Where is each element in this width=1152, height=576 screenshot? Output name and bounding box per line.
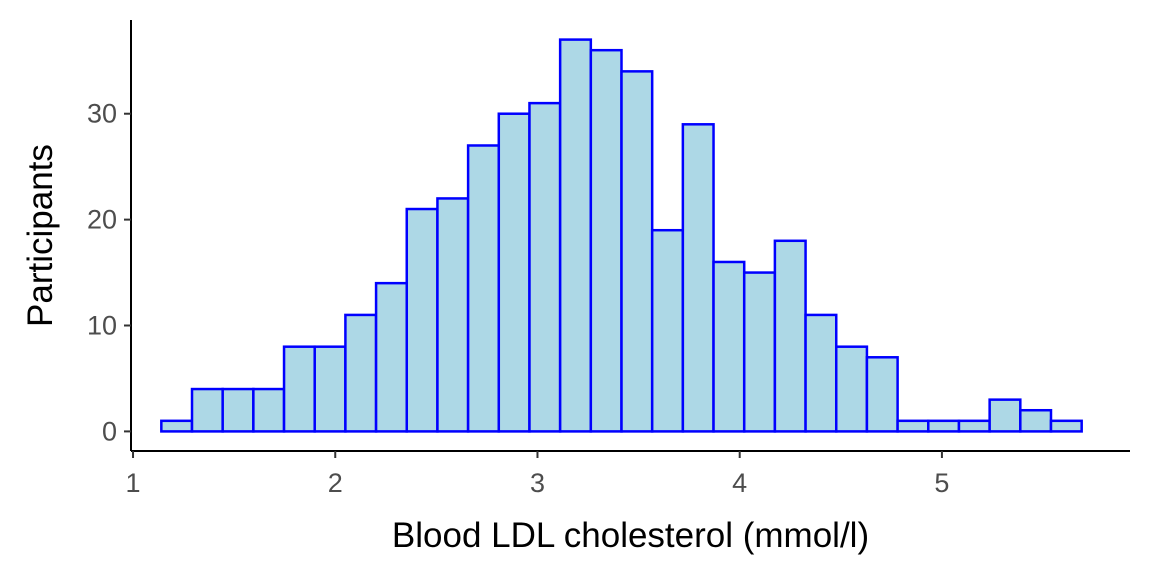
x-tick-label: 5	[934, 468, 949, 498]
x-tick-label: 3	[530, 468, 545, 498]
histogram-bar	[497, 112, 531, 433]
histogram-bar	[589, 48, 623, 433]
histogram-bar	[681, 123, 715, 433]
x-axis-title: Blood LDL cholesterol (mmol/l)	[392, 516, 869, 555]
histogram-bar	[865, 356, 899, 433]
y-tick-label: 20	[87, 205, 117, 235]
histogram-bar	[1019, 408, 1053, 433]
histogram-bar	[528, 101, 562, 433]
bars-group	[160, 38, 1083, 433]
y-tick-label: 30	[87, 99, 117, 129]
x-tick-label: 2	[328, 468, 343, 498]
histogram-bar	[712, 260, 746, 433]
x-tick-label: 4	[732, 468, 747, 498]
histogram-bar	[160, 419, 194, 433]
histogram-bar	[405, 207, 439, 433]
histogram-bar	[773, 239, 807, 433]
histogram-bar	[742, 271, 777, 433]
histogram-bar	[344, 313, 378, 433]
histogram-bar	[558, 38, 593, 433]
histogram-bar	[436, 197, 470, 433]
histogram-bar	[650, 228, 685, 433]
histogram-bar	[896, 419, 930, 433]
histogram-bar	[313, 345, 347, 433]
histogram-bar	[252, 387, 286, 433]
y-tick-label: 10	[87, 311, 117, 341]
histogram-bar	[620, 70, 654, 433]
histogram-bar	[282, 345, 316, 433]
histogram-bar	[988, 398, 1022, 433]
y-axis-ticks: 0 10 20 30	[87, 99, 131, 446]
histogram-bar	[1049, 419, 1083, 433]
histogram-bar	[957, 419, 991, 433]
x-tick-label: 1	[126, 468, 141, 498]
histogram-bar	[834, 345, 869, 433]
x-axis-ticks: 1 2 3 4 5	[126, 451, 949, 498]
histogram-bar	[190, 387, 224, 433]
histogram-bar	[221, 387, 255, 433]
histogram-bar	[466, 144, 501, 433]
histogram-bar	[804, 313, 838, 433]
histogram-bar	[927, 419, 961, 433]
y-axis-title: Participants	[21, 144, 60, 327]
y-tick-label: 0	[102, 416, 117, 446]
histogram-bar	[374, 281, 409, 433]
